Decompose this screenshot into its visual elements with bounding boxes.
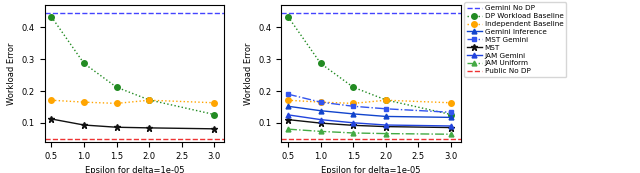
X-axis label: Epsilon for delta=1e-05: Epsilon for delta=1e-05 (84, 166, 184, 173)
Legend: Gemini No DP, DP Workload Baseline, Independent Baseline, Gemini Inference, MST : Gemini No DP, DP Workload Baseline, Inde… (465, 2, 566, 77)
Y-axis label: Workload Error: Workload Error (244, 42, 253, 105)
X-axis label: Epsilon for delta=1e-05: Epsilon for delta=1e-05 (321, 166, 421, 173)
Y-axis label: Workload Error: Workload Error (7, 42, 16, 105)
